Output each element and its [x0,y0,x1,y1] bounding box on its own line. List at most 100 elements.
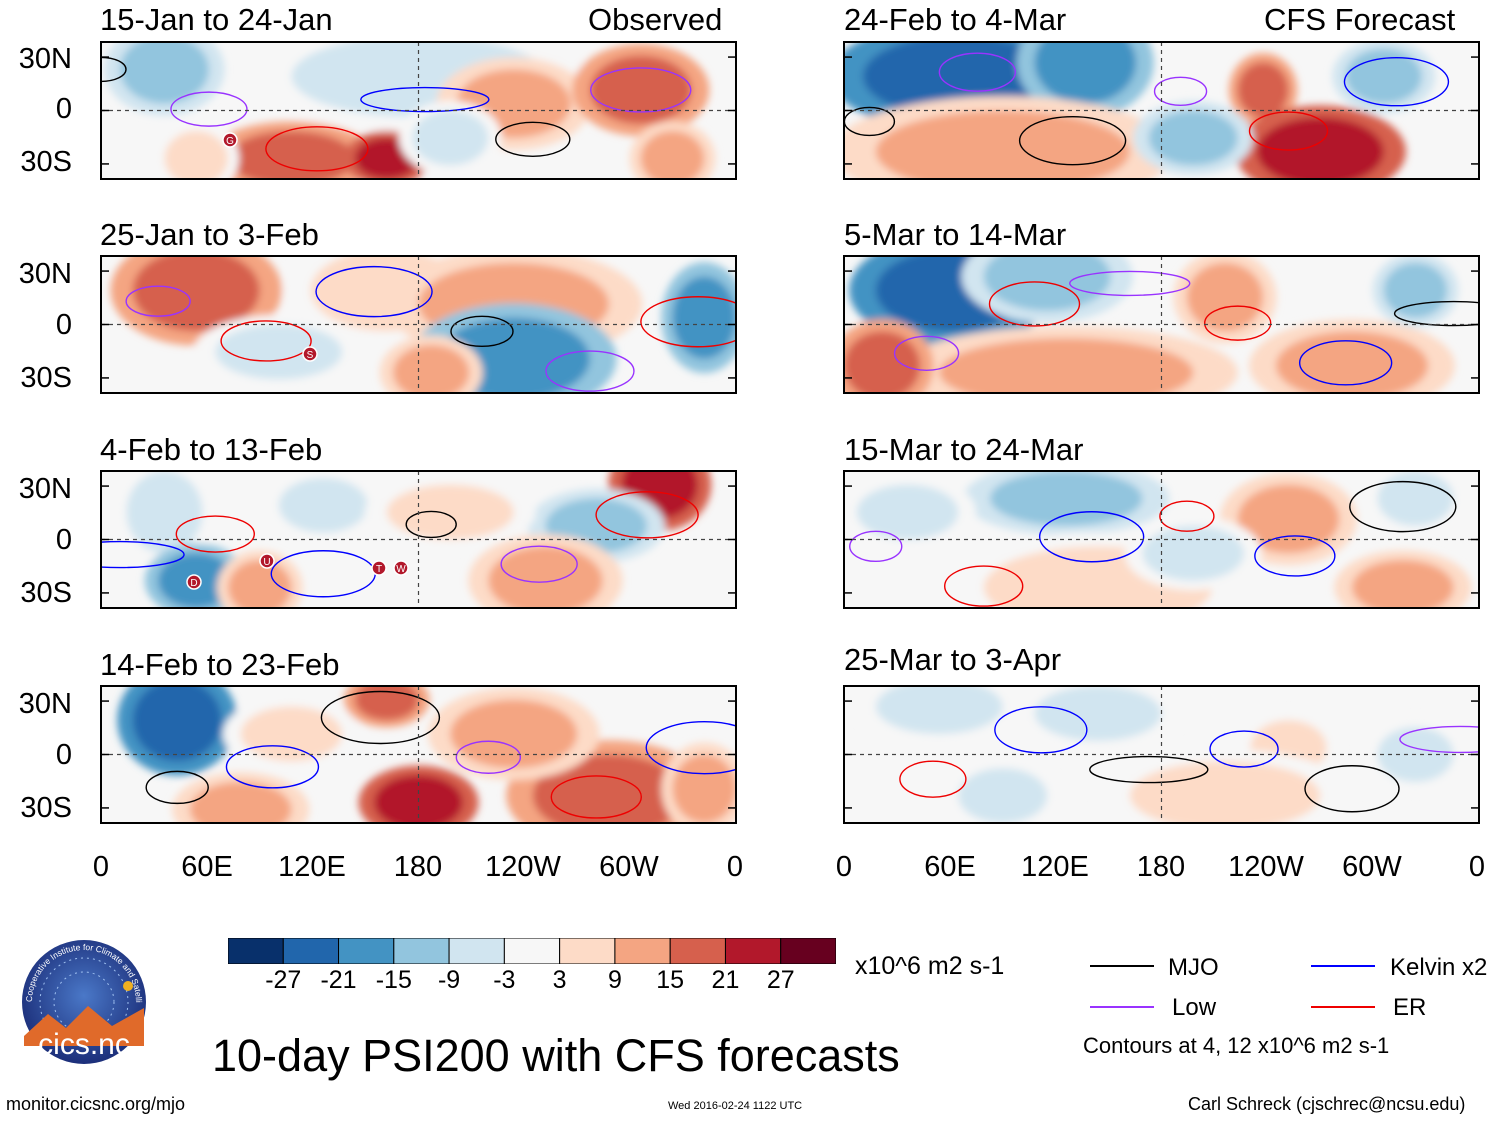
anomaly-shading [1034,42,1137,104]
anomaly-shading [1377,471,1454,526]
legend-mjo-line [1090,965,1154,967]
contour-line [220,320,312,362]
anomaly-shading [120,42,209,104]
contour-line [145,770,209,805]
colorbar-tick-label: 15 [656,966,685,994]
contour-line [1069,270,1191,297]
anomaly-shading [1186,262,1264,332]
map-panel [843,685,1480,824]
xlabel-0: 0 [1468,851,1486,883]
anomaly-shading [386,484,514,540]
footer-timestamp: Wed 2016-02-24 1122 UTC [668,1100,803,1112]
contours-note: Contours at 4, 12 x10^6 m2 s-1 [1083,1033,1390,1058]
colorbar-swatch [669,938,726,964]
ylabel-eq: 0 [55,93,72,125]
anomaly-shading [532,754,686,823]
contour-line [125,285,191,317]
xlabel-120w: 120W [485,851,561,883]
panel-title-fcst-3: 15-Mar to 24-Mar [844,432,1084,467]
map-panel [100,470,737,609]
map-panel [100,255,737,394]
anomaly-shading [844,331,921,393]
map-panel [843,255,1480,394]
anomaly-shading [412,110,489,166]
anomaly-shading [228,560,292,608]
storm-marker-label: D [190,578,197,589]
colorbar-tick-label: -3 [493,966,516,994]
contour-line [1159,500,1215,532]
anomaly-shading [1352,560,1454,608]
contour-line [1038,511,1145,563]
ylabel-30s: 30S [20,146,72,178]
xlabel-60e: 60E [924,851,976,883]
contour-line [640,296,736,348]
xlabel-120e: 120E [1021,851,1089,883]
contour-line [849,530,903,563]
colorbar-swatch [448,938,505,964]
panel-title-obs-2: 25-Jan to 3-Feb [100,217,319,252]
anomaly-shading [189,781,292,823]
contour-line [590,67,692,113]
xlabel-180: 180 [393,851,443,883]
anomaly-shading [1383,262,1448,318]
storm-marker [186,574,202,590]
contour-line [500,545,578,583]
contour-line [320,690,441,745]
contour-line [893,335,960,371]
contour-line [550,775,642,819]
storm-marker [371,560,387,576]
panel-title-fcst-2: 5-Mar to 14-Mar [844,217,1067,252]
storm-marker-label: G [226,136,234,147]
anomaly-shading [1237,62,1289,118]
logo-emblem: Cooperative Institute for Climate and Sa… [8,936,146,1064]
xlabel-0: 0 [92,851,110,883]
anomaly-shading [132,686,222,762]
ylabel-eq: 0 [55,309,72,341]
storm-marker [393,560,409,576]
storm-marker-label: T [376,564,382,575]
anomaly-shading [355,686,419,721]
footer-url[interactable]: monitor.cicsnc.org/mjo [6,1094,186,1114]
contour-line [455,740,522,774]
storm-marker [302,346,318,362]
map-panel [843,41,1480,180]
contour-line [225,745,320,789]
ylabel-30n: 30N [18,43,72,75]
contour-line [1343,57,1450,107]
anomaly-shading [875,110,1130,179]
colorbar-swatch [559,938,616,964]
figure-title: 10-day PSI200 with CFS forecasts [212,1030,900,1081]
contour-line [315,265,433,318]
colorbar-tick-label: 21 [711,966,740,994]
map-panels: G S D U T W [100,41,1480,824]
xlabel-120w: 120W [1228,851,1304,883]
anomaly-shading [488,546,603,608]
contour-line [1399,725,1479,754]
storm-marker-label: W [396,564,406,575]
contour-line [545,350,635,392]
anomaly-shading [1256,117,1384,179]
contour-line [595,491,699,539]
xlabel-60w: 60W [1342,851,1402,883]
contour-line [645,720,736,775]
legend-kelvin-line [1311,965,1375,967]
colorbar-tick-label: -15 [375,966,412,994]
xlabel-60w: 60W [599,851,659,883]
panel-title-fcst-1: 24-Feb to 4-Mar [844,2,1067,37]
panel-title-obs-1: 15-Jan to 24-Jan [100,2,333,37]
anomaly-shading [672,754,736,823]
panel-title-obs-3: 4-Feb to 13-Feb [100,432,323,467]
anomaly-shading [990,471,1143,526]
contour-line [1018,115,1127,166]
xlabel-0: 0 [835,851,853,883]
contour-line [1349,480,1457,533]
anomaly-shading [856,484,959,540]
xlabel-60e: 60E [181,851,233,883]
contour-line [101,540,185,569]
storm-marker [259,553,275,569]
storm-marker-label: U [263,557,270,568]
anomaly-shading [228,131,355,179]
ylabel-eq: 0 [55,524,72,556]
legend-er-label: ER [1393,994,1427,1021]
colorbar-tick-label: 27 [766,966,795,994]
